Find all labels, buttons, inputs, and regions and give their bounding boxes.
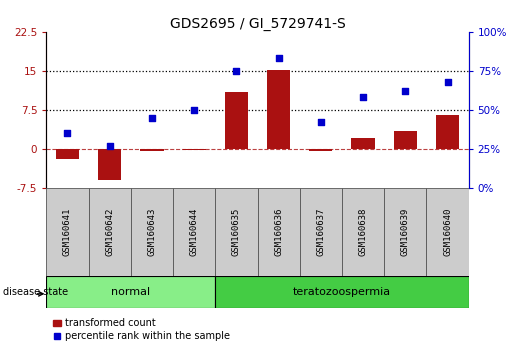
- Bar: [436, 115, 459, 149]
- Bar: [131, 188, 173, 276]
- Bar: [98, 149, 122, 180]
- Bar: [393, 131, 417, 149]
- Bar: [56, 149, 79, 159]
- Text: GSM160641: GSM160641: [63, 208, 72, 256]
- Text: normal: normal: [111, 287, 150, 297]
- Bar: [351, 138, 375, 149]
- Bar: [215, 276, 469, 308]
- Bar: [267, 70, 290, 149]
- Bar: [225, 92, 248, 149]
- Legend: transformed count, percentile rank within the sample: transformed count, percentile rank withi…: [51, 316, 232, 343]
- Bar: [309, 149, 333, 151]
- Text: GSM160644: GSM160644: [190, 208, 199, 256]
- Point: [401, 88, 409, 94]
- Text: GSM160639: GSM160639: [401, 208, 410, 256]
- Bar: [173, 188, 215, 276]
- Point: [232, 68, 241, 74]
- Bar: [215, 188, 258, 276]
- Bar: [426, 188, 469, 276]
- Text: GSM160638: GSM160638: [358, 208, 368, 256]
- Point: [63, 130, 72, 136]
- Point: [274, 56, 283, 61]
- Bar: [182, 149, 206, 150]
- Point: [106, 143, 114, 148]
- Text: GSM160637: GSM160637: [316, 208, 325, 256]
- Bar: [46, 188, 89, 276]
- Point: [148, 115, 156, 120]
- Bar: [342, 188, 384, 276]
- Bar: [140, 149, 164, 151]
- Bar: [384, 188, 426, 276]
- Text: GSM160636: GSM160636: [274, 208, 283, 256]
- Point: [443, 79, 452, 85]
- Point: [317, 119, 325, 125]
- Point: [190, 107, 198, 113]
- Text: GSM160642: GSM160642: [105, 208, 114, 256]
- Bar: [46, 276, 215, 308]
- Title: GDS2695 / GI_5729741-S: GDS2695 / GI_5729741-S: [169, 17, 346, 31]
- Bar: [300, 188, 342, 276]
- Text: GSM160640: GSM160640: [443, 208, 452, 256]
- Text: disease state: disease state: [3, 287, 67, 297]
- Text: GSM160635: GSM160635: [232, 208, 241, 256]
- Text: teratozoospermia: teratozoospermia: [293, 287, 391, 297]
- Bar: [89, 188, 131, 276]
- Bar: [258, 188, 300, 276]
- Text: GSM160643: GSM160643: [147, 208, 157, 256]
- Point: [359, 95, 367, 100]
